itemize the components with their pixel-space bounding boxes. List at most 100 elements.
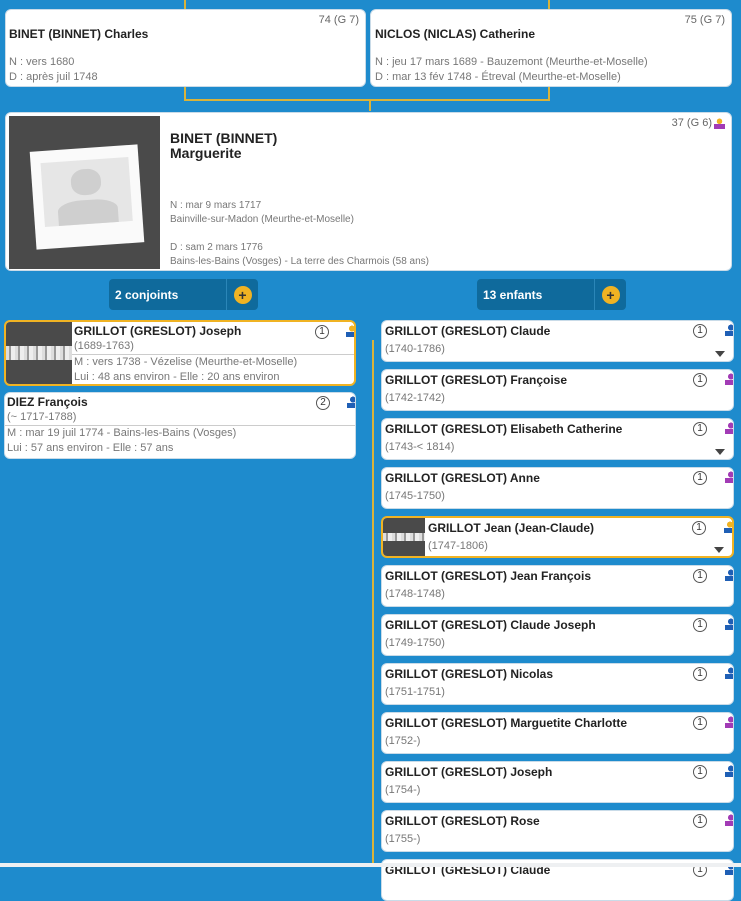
child-dates: (1755-): [385, 833, 421, 845]
child-dates: (1745-1750): [385, 490, 445, 502]
link-line: [184, 99, 550, 101]
parent-card-mother[interactable]: 75 (G 7) NICLOS (NICLAS) Catherine N : j…: [370, 9, 732, 87]
male-person-icon[interactable]: [725, 618, 733, 630]
child-card[interactable]: GRILLOT (GRESLOT) Claude (1740-1786) 1: [381, 320, 734, 362]
spouse-card[interactable]: DIEZ François (~ 1717-1788) M : mar 19 j…: [4, 392, 356, 459]
female-person-icon[interactable]: [725, 422, 733, 434]
child-name[interactable]: GRILLOT (GRESLOT) Claude Joseph: [385, 618, 596, 632]
child-card[interactable]: GRILLOT (GRESLOT) Elisabeth Catherine (1…: [381, 418, 734, 460]
signature-image[interactable]: [383, 518, 425, 556]
chevron-down-icon[interactable]: [715, 351, 725, 357]
male-person-icon[interactable]: [725, 765, 733, 777]
ages-info: Lui : 57 ans environ - Elle : 57 ans: [7, 442, 174, 454]
female-person-icon[interactable]: [725, 373, 733, 385]
child-dates: (1754-): [385, 784, 421, 796]
union-number-badge: 1: [693, 471, 707, 485]
birth-info: N : vers 1680: [9, 56, 75, 68]
marriage-info: M : mar 19 juil 1774 - Bains-les-Bains (…: [7, 427, 237, 439]
signature-image[interactable]: [6, 322, 72, 384]
female-person-icon[interactable]: [725, 471, 733, 483]
child-card[interactable]: GRILLOT (GRESLOT) Nicolas (1751-1751) 1: [381, 663, 734, 705]
spouse-name[interactable]: DIEZ François: [7, 395, 88, 409]
main-person-card: 37 (G 6) BINET (BINNET) Marguerite N : m…: [5, 112, 732, 271]
male-person-icon[interactable]: [725, 569, 733, 581]
child-dates: (1752-): [385, 735, 421, 747]
birth-date: N : mar 9 mars 1717: [170, 200, 262, 211]
link-line: [184, 0, 186, 9]
sosa-number: 75 (G 7): [684, 14, 725, 26]
union-number-badge: 1: [693, 716, 707, 730]
male-person-icon[interactable]: [347, 396, 355, 408]
spouse-dates: (~ 1717-1788): [7, 411, 77, 423]
death-info: D : mar 13 fév 1748 - Étreval (Meurthe-e…: [375, 71, 621, 83]
child-dates: (1748-1748): [385, 588, 445, 600]
marriage-info: M : vers 1738 - Vézelise (Meurthe-et-Mos…: [74, 356, 298, 368]
marriage-number-badge: 1: [315, 325, 329, 339]
bottom-bar: [0, 863, 741, 867]
child-card[interactable]: GRILLOT (GRESLOT) Françoise (1742-1742) …: [381, 369, 734, 411]
child-name[interactable]: GRILLOT (GRESLOT) Françoise: [385, 373, 568, 387]
death-date: D : sam 2 mars 1776: [170, 242, 263, 253]
child-card[interactable]: GRILLOT (GRESLOT) Rose (1755-) 1: [381, 810, 734, 852]
sosa-number: 74 (G 7): [318, 14, 359, 26]
birth-place: Bainville-sur-Madon (Meurthe-et-Moselle): [170, 214, 354, 225]
photo-placeholder[interactable]: [9, 116, 160, 269]
union-number-badge: 1: [693, 618, 707, 632]
male-person-icon[interactable]: [725, 324, 733, 336]
male-person-icon[interactable]: [725, 667, 733, 679]
spouse-card[interactable]: GRILLOT (GRESLOT) Joseph (1689-1763) M :…: [4, 320, 356, 386]
death-info: D : après juil 1748: [9, 71, 98, 83]
female-person-icon[interactable]: [725, 716, 733, 728]
parent-card-father[interactable]: 74 (G 7) BINET (BINNET) Charles N : vers…: [5, 9, 366, 87]
female-person-icon[interactable]: [725, 814, 733, 826]
male-person-icon[interactable]: [346, 325, 354, 337]
child-name[interactable]: GRILLOT (GRESLOT) Elisabeth Catherine: [385, 422, 623, 436]
person-name[interactable]: BINET (BINNET) Charles: [9, 27, 149, 41]
child-name[interactable]: GRILLOT Jean (Jean-Claude): [428, 521, 595, 535]
add-spouse-button[interactable]: +: [226, 279, 258, 310]
chevron-down-icon[interactable]: [715, 449, 725, 455]
birth-info: N : jeu 17 mars 1689 - Bauzemont (Meurth…: [375, 56, 648, 68]
child-name[interactable]: GRILLOT (GRESLOT) Marguetite Charlotte: [385, 716, 627, 730]
child-card[interactable]: GRILLOT Jean (Jean-Claude) (1747-1806) 1: [381, 516, 734, 558]
union-number-badge: 1: [693, 814, 707, 828]
child-dates: (1749-1750): [385, 637, 445, 649]
death-place: Bains-les-Bains (Vosges) - La terre des …: [170, 256, 429, 267]
avatar-silhouette-icon: [29, 144, 145, 250]
child-card[interactable]: GRILLOT (GRESLOT) Marguetite Charlotte (…: [381, 712, 734, 754]
person-name[interactable]: NICLOS (NICLAS) Catherine: [375, 27, 536, 41]
union-number-badge: 1: [693, 765, 707, 779]
child-dates: (1740-1786): [385, 343, 445, 355]
child-name[interactable]: GRILLOT (GRESLOT) Jean François: [385, 569, 592, 583]
child-name[interactable]: GRILLOT (GRESLOT) Nicolas: [385, 667, 554, 681]
child-card[interactable]: GRILLOT (GRESLOT) Joseph (1754-) 1: [381, 761, 734, 803]
male-person-icon[interactable]: [724, 521, 732, 533]
union-number-badge: 1: [693, 667, 707, 681]
link-line: [369, 99, 371, 111]
child-name[interactable]: GRILLOT (GRESLOT) Anne: [385, 471, 540, 485]
link-line: [184, 87, 186, 100]
child-name[interactable]: GRILLOT (GRESLOT) Rose: [385, 814, 540, 828]
children-button[interactable]: 13 enfants +: [477, 279, 626, 310]
child-name[interactable]: GRILLOT (GRESLOT) Joseph: [385, 765, 553, 779]
spouse-name[interactable]: GRILLOT (GRESLOT) Joseph: [74, 324, 242, 338]
child-name[interactable]: GRILLOT (GRESLOT) Claude: [385, 324, 551, 338]
chevron-down-icon[interactable]: [714, 547, 724, 553]
marriage-number-badge: 2: [316, 396, 330, 410]
main-surname: BINET (BINNET): [170, 130, 278, 146]
union-number-badge: 1: [693, 422, 707, 436]
add-child-button[interactable]: +: [594, 279, 626, 310]
child-dates: (1742-1742): [385, 392, 445, 404]
female-person-icon: [714, 117, 725, 129]
union-number-badge: 1: [692, 521, 706, 535]
spouses-button[interactable]: 2 conjoints +: [109, 279, 258, 310]
spouse-dates: (1689-1763): [74, 340, 134, 352]
child-card[interactable]: GRILLOT (GRESLOT) Claude Joseph (1749-17…: [381, 614, 734, 656]
child-card[interactable]: GRILLOT (GRESLOT) Anne (1745-1750) 1: [381, 467, 734, 509]
union-number-badge: 1: [693, 324, 707, 338]
child-card[interactable]: GRILLOT (GRESLOT) Jean François (1748-17…: [381, 565, 734, 607]
link-line: [548, 87, 550, 100]
sosa-number: 37 (G 6): [672, 117, 725, 129]
children-link-line: [372, 340, 374, 867]
union-number-badge: 1: [693, 569, 707, 583]
